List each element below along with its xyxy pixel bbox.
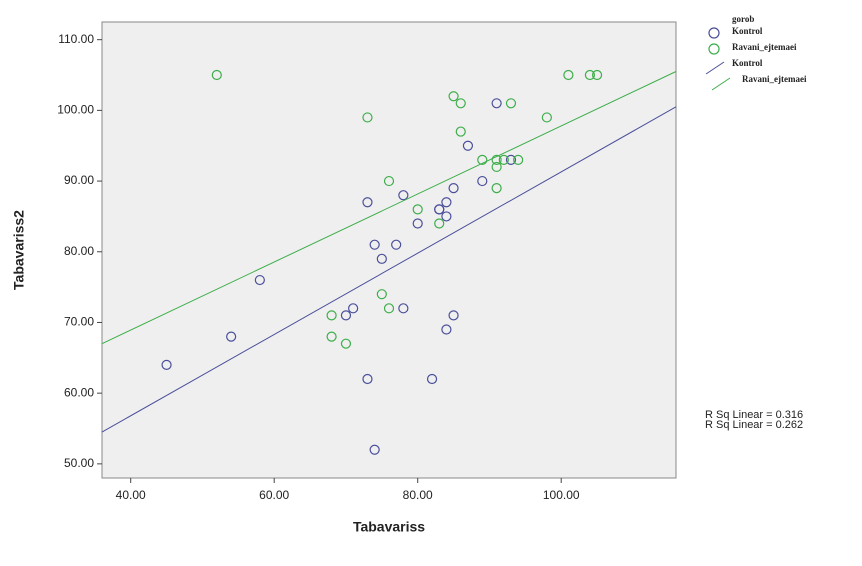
legend-marker: [709, 28, 719, 38]
legend-title: gorob: [732, 14, 754, 24]
plot-area: [102, 22, 676, 478]
y-axis-label: Tabavariss2: [11, 210, 27, 290]
legend-line: [712, 78, 730, 90]
legend-label: Kontrol: [732, 58, 763, 68]
y-tick-label: 110.00: [58, 32, 94, 46]
y-tick-label: 50.00: [64, 456, 94, 470]
annotation: R Sq Linear = 0.262: [705, 419, 803, 431]
x-tick-label: 100.00: [543, 488, 580, 502]
chart: 40.00 60.00 80.00 100.00 50.00 60.00 70.00 80.0…: [0, 0, 862, 566]
y-tick-label: 80.00: [64, 244, 94, 258]
legend-label: Ravani_ejtemaei: [742, 74, 807, 84]
x-tick-label: 40.00: [116, 488, 146, 502]
y-tick-label: 60.00: [64, 385, 94, 399]
x-tick-label: 60.00: [259, 488, 289, 502]
legend-line: [706, 62, 724, 74]
x-axis-label: Tabavariss: [353, 519, 425, 535]
x-tick-label: 80.00: [403, 488, 433, 502]
y-tick-label: 90.00: [64, 173, 94, 187]
legend-label: Ravani_ejtemaei: [732, 42, 797, 52]
legend-marker: [709, 44, 719, 54]
y-tick-label: 100.00: [57, 103, 94, 117]
y-tick-label: 70.00: [64, 315, 94, 329]
legend-label: Kontrol: [732, 26, 763, 36]
